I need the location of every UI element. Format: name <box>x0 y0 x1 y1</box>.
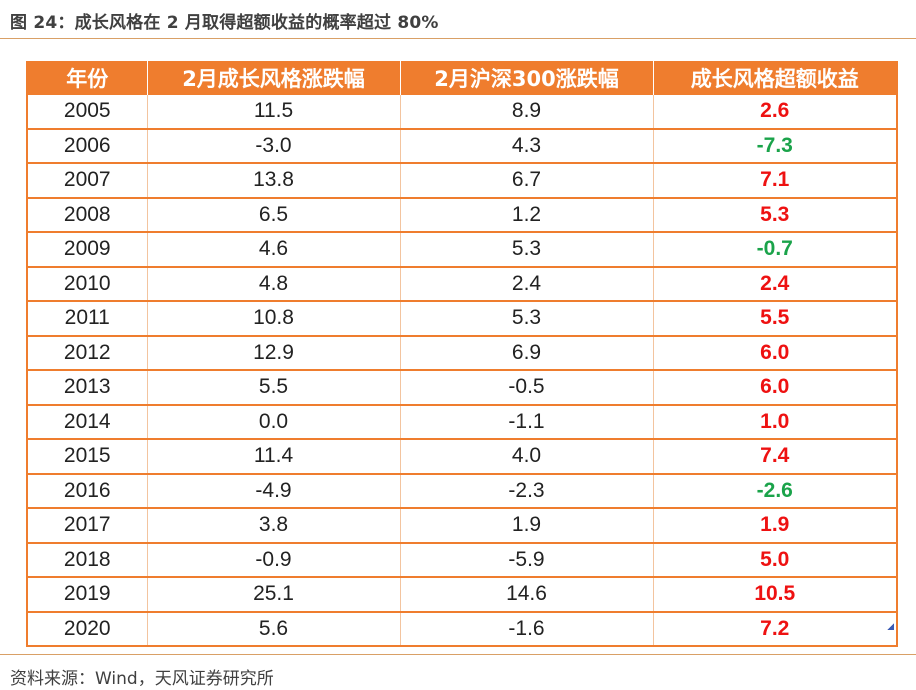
cell-year: 2008 <box>26 197 148 233</box>
cell-excess-return: -0.7 <box>652 232 898 268</box>
table-row: 2017 3.8 1.9 1.9 <box>26 508 898 544</box>
cell-growth-change: 13.8 <box>146 163 401 199</box>
cell-excess-return: 1.0 <box>652 404 898 440</box>
cell-year: 2009 <box>26 232 148 268</box>
cell-hs300-change: 6.7 <box>399 163 654 199</box>
cell-excess-return: 1.9 <box>652 508 898 544</box>
cell-year: 2013 <box>26 370 148 406</box>
cell-year: 2012 <box>26 335 148 371</box>
cell-hs300-change: 14.6 <box>399 577 654 613</box>
cell-excess-return: 6.0 <box>652 370 898 406</box>
table-row: 2010 4.8 2.4 2.4 <box>26 266 898 302</box>
cell-growth-change: 25.1 <box>146 577 401 613</box>
table-row: 2019 25.1 14.6 10.5 <box>26 577 898 613</box>
cell-growth-change: 6.5 <box>146 197 401 233</box>
cell-growth-change: 12.9 <box>146 335 401 371</box>
cell-excess-return: 10.5 <box>652 577 898 613</box>
table-body: 2005 11.5 8.9 2.6 2006 -3.0 4.3 -7.3 2007 13.8 6.7… <box>26 95 898 647</box>
cell-growth-change: 3.8 <box>146 508 401 544</box>
table-row: 2015 11.4 4.0 7.4 <box>26 439 898 475</box>
table-row: 2020 5.6 -1.6 7.2 <box>26 611 898 647</box>
growth-style-table: 年份 2月成长风格涨跌幅 2月沪深300涨跌幅 成长风格超额收益 2005 11.… <box>26 61 898 647</box>
cell-hs300-change: 1.2 <box>399 197 654 233</box>
header-hs300-change: 2月沪深300涨跌幅 <box>399 61 654 95</box>
cell-hs300-change: 2.4 <box>399 266 654 302</box>
cell-growth-change: -4.9 <box>146 473 401 509</box>
cell-hs300-change: 6.9 <box>399 335 654 371</box>
cell-hs300-change: 1.9 <box>399 508 654 544</box>
cell-hs300-change: -1.1 <box>399 404 654 440</box>
cell-growth-change: -0.9 <box>146 542 401 578</box>
table-row: 2014 0.0 -1.1 1.0 <box>26 404 898 440</box>
cell-excess-return: 6.0 <box>652 335 898 371</box>
table-header-row: 年份 2月成长风格涨跌幅 2月沪深300涨跌幅 成长风格超额收益 <box>26 61 898 95</box>
cell-hs300-change: 5.3 <box>399 301 654 337</box>
cell-hs300-change: 8.9 <box>399 95 654 130</box>
cell-hs300-change: -1.6 <box>399 611 654 647</box>
cell-growth-change: 10.8 <box>146 301 401 337</box>
cell-excess-return: 7.2 <box>652 611 898 647</box>
cell-growth-change: 4.8 <box>146 266 401 302</box>
cell-excess-return: -7.3 <box>652 128 898 164</box>
cell-year: 2019 <box>26 577 148 613</box>
cell-excess-return: 5.0 <box>652 542 898 578</box>
cell-growth-change: 5.5 <box>146 370 401 406</box>
cell-growth-change: 11.4 <box>146 439 401 475</box>
cell-excess-return: 5.5 <box>652 301 898 337</box>
table-row: 2011 10.8 5.3 5.5 <box>26 301 898 337</box>
cell-hs300-change: 5.3 <box>399 232 654 268</box>
cell-excess-return: 7.1 <box>652 163 898 199</box>
table-row: 2005 11.5 8.9 2.6 <box>26 95 898 130</box>
table-row: 2018 -0.9 -5.9 5.0 <box>26 542 898 578</box>
cell-year: 2016 <box>26 473 148 509</box>
table-row: 2006 -3.0 4.3 -7.3 <box>26 128 898 164</box>
cell-growth-change: 0.0 <box>146 404 401 440</box>
cell-growth-change: 5.6 <box>146 611 401 647</box>
cell-year: 2020 <box>26 611 148 647</box>
cell-year: 2017 <box>26 508 148 544</box>
header-year: 年份 <box>26 61 148 95</box>
cell-excess-return: 5.3 <box>652 197 898 233</box>
figure-title: 图 24：成长风格在 2 月取得超额收益的概率超过 80% <box>10 13 439 33</box>
table-row: 2009 4.6 5.3 -0.7 <box>26 232 898 268</box>
top-divider <box>0 38 916 39</box>
cell-growth-change: 4.6 <box>146 232 401 268</box>
bottom-divider <box>0 654 916 655</box>
cell-hs300-change: -5.9 <box>399 542 654 578</box>
cell-hs300-change: 4.0 <box>399 439 654 475</box>
source-note: 资料来源：Wind，天风证券研究所 <box>10 669 274 689</box>
cell-hs300-change: -0.5 <box>399 370 654 406</box>
table-row: 2007 13.8 6.7 7.1 <box>26 163 898 199</box>
cell-growth-change: 11.5 <box>146 95 401 130</box>
cell-year: 2005 <box>26 95 148 130</box>
corner-mark-icon <box>887 623 894 630</box>
cell-year: 2006 <box>26 128 148 164</box>
cell-hs300-change: 4.3 <box>399 128 654 164</box>
cell-growth-change: -3.0 <box>146 128 401 164</box>
cell-year: 2014 <box>26 404 148 440</box>
header-excess-return: 成长风格超额收益 <box>652 61 898 95</box>
cell-hs300-change: -2.3 <box>399 473 654 509</box>
table-row: 2016 -4.9 -2.3 -2.6 <box>26 473 898 509</box>
header-growth-change: 2月成长风格涨跌幅 <box>146 61 401 95</box>
cell-excess-return: -2.6 <box>652 473 898 509</box>
table-row: 2012 12.9 6.9 6.0 <box>26 335 898 371</box>
cell-year: 2018 <box>26 542 148 578</box>
cell-excess-return: 2.6 <box>652 95 898 130</box>
cell-excess-return: 7.4 <box>652 439 898 475</box>
data-table-container: 年份 2月成长风格涨跌幅 2月沪深300涨跌幅 成长风格超额收益 2005 11.… <box>26 61 898 647</box>
cell-year: 2011 <box>26 301 148 337</box>
cell-year: 2007 <box>26 163 148 199</box>
cell-year: 2010 <box>26 266 148 302</box>
table-row: 2013 5.5 -0.5 6.0 <box>26 370 898 406</box>
table-row: 2008 6.5 1.2 5.3 <box>26 197 898 233</box>
cell-excess-return: 2.4 <box>652 266 898 302</box>
cell-year: 2015 <box>26 439 148 475</box>
